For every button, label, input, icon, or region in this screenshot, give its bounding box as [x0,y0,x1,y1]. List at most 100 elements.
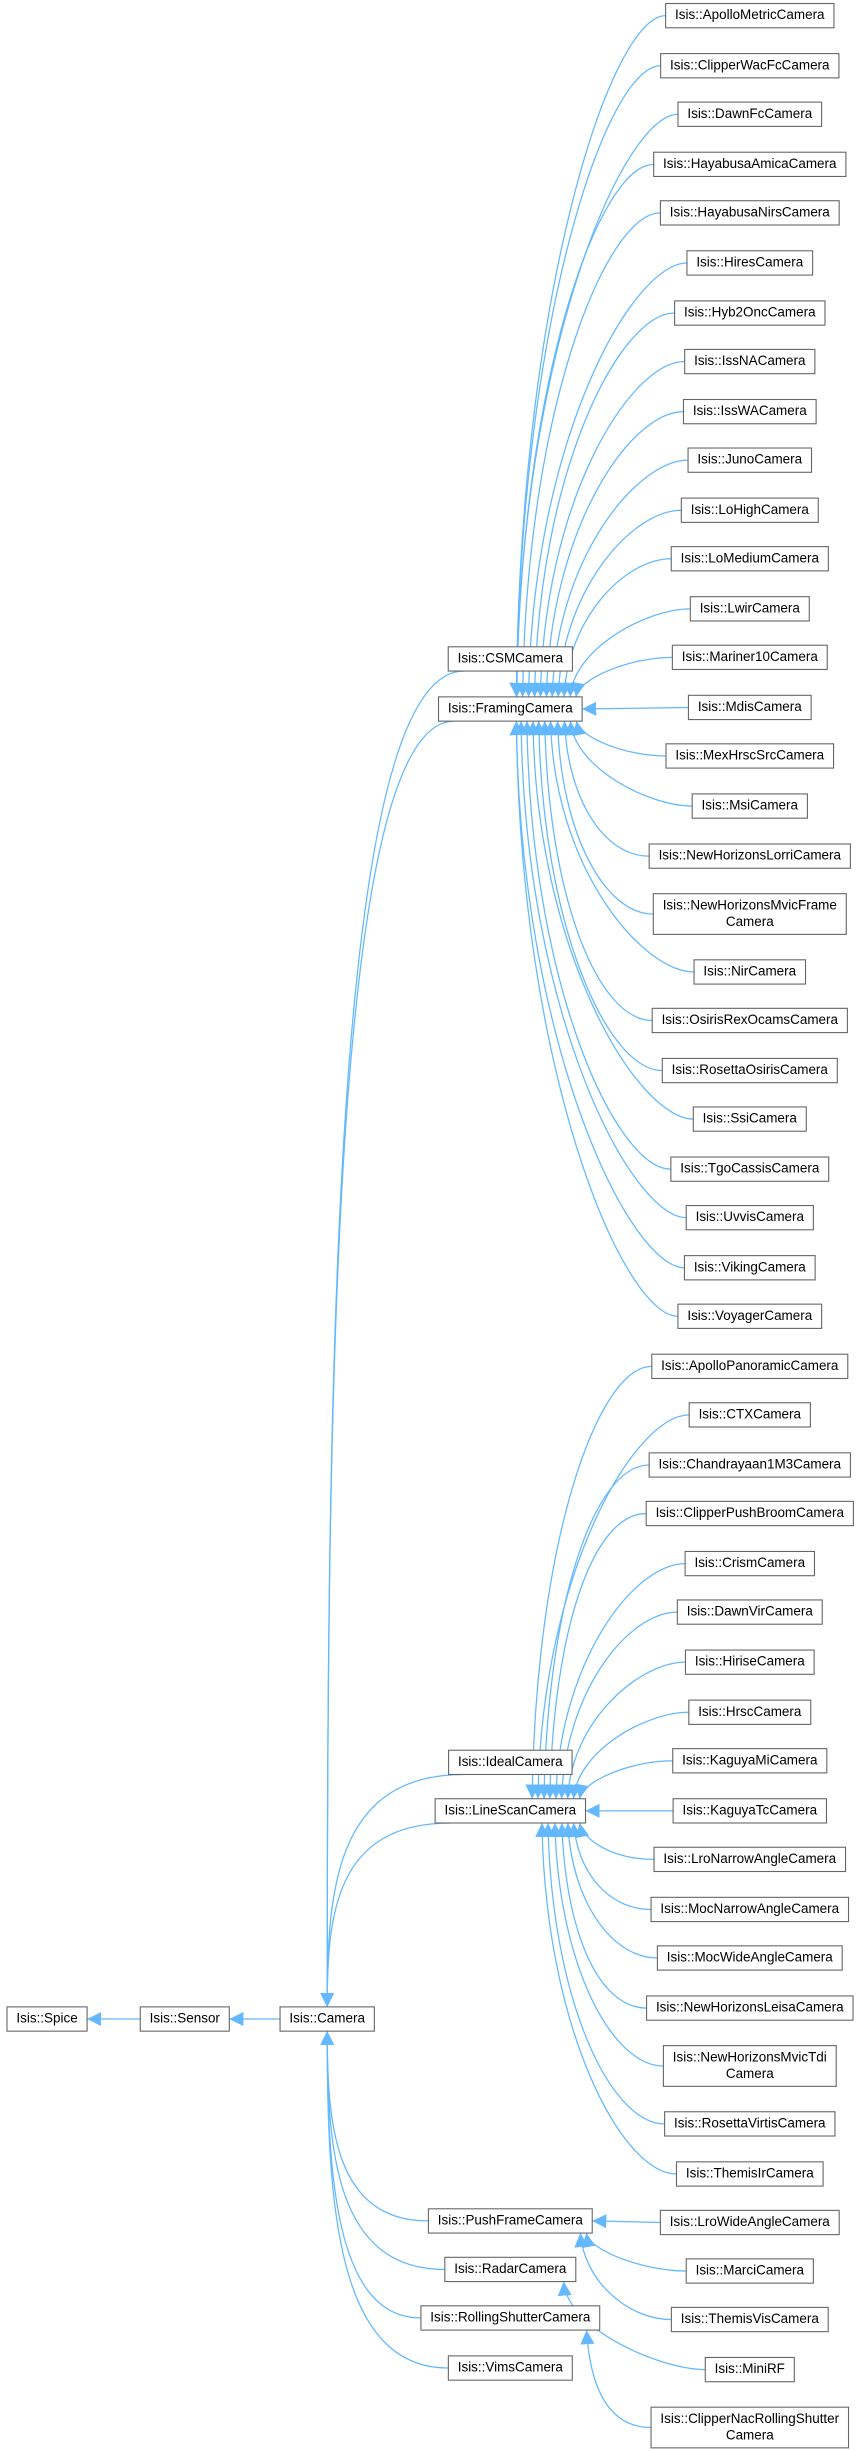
edges [87,15,706,2429]
class-label: Isis::NewHorizonsLorriCamera [659,848,842,863]
inheritance-edge [567,1711,689,1799]
class-label: Isis::Mariner10Camera [682,649,819,664]
class-box [420,2305,601,2331]
class-label: Isis::ClipperWacFcCamera [670,57,830,72]
class-box [447,2355,573,2381]
class-node: Isis::ApolloMetricCamera [665,2,835,29]
inheritance-edge [564,721,693,807]
class-label: Isis::JunoCamera [697,452,802,467]
class-box [662,2045,837,2087]
class-node: Isis::CTXCamera [688,1402,811,1428]
inheritance-edge [535,1822,677,2175]
class-box [664,2111,836,2137]
class-box [139,2006,230,2032]
class-node: Isis::ThemisVisCamera [670,2306,829,2333]
class-label: Isis::RollingShutterCamera [430,2310,591,2325]
inheritance-edge [580,2330,652,2429]
inheritance-edge [558,721,650,857]
class-box [672,1798,828,1824]
class-box [651,1007,848,1034]
class-label: Isis::KaguyaTcCamera [682,1802,817,1817]
class-box [689,596,810,622]
class-node: Isis::HrscCamera [688,1699,812,1725]
class-box [677,101,823,127]
class-label: Isis::MsiCamera [702,798,799,813]
class-box [427,2208,593,2234]
class-node: Isis::Spice [6,2006,88,2032]
class-node: Isis::HayabusaNirsCamera [659,200,840,226]
class-node: Isis::KaguyaTcCamera [672,1798,828,1824]
class-node: Isis::NewHorizonsLorriCamera [648,843,851,869]
inheritance-edge [567,1822,652,1911]
inheritance-edge [592,2214,661,2229]
class-label: Isis::ClipperNacRollingShutter [660,2411,839,2426]
class-node: Isis::ApolloPanoramicCamera [651,1353,849,1380]
class-box [685,1204,814,1231]
class-box [684,348,816,375]
class-label: Isis::NewHorizonsMvicTdi [673,2049,827,2064]
class-node: Isis::MiniRF [704,2356,795,2383]
inheritance-edge [509,15,666,697]
class-box [677,1303,823,1329]
class-node: Isis::ClipperWacFcCamera [660,53,840,79]
class-box [447,646,573,672]
class-box [687,694,812,721]
class-node: Isis::Camera [279,2006,375,2032]
class-node: Isis::VoyagerCamera [677,1303,823,1329]
class-node: Isis::NirCamera [693,959,807,985]
class-box [656,1945,843,1971]
class-node: Isis::RosettaOsirisCamera [661,1057,838,1084]
class-node: Isis::NewHorizonsLeisaCamera [646,1995,854,2021]
class-label: Isis::DawnFcCamera [687,106,812,121]
class-node: Isis::FramingCamera [437,696,583,722]
class-node: Isis::RadarCamera [444,2256,577,2283]
inheritance-edge [582,701,689,716]
inheritance-edge [564,608,691,697]
class-label: Isis::PushFrameCamera [438,2212,584,2227]
inheritance-edge [550,721,654,915]
class-box [648,843,851,869]
inheritance-edge [555,1611,678,1799]
class-box [688,1699,812,1725]
class-node: Isis::UvvisCamera [685,1204,814,1231]
class-node: Isis::HiriseCamera [684,1649,815,1675]
inheritance-edge [541,1822,665,2125]
class-label: Isis::ThemisVisCamera [681,2311,820,2326]
inheritance-edge [525,1365,652,1799]
inheritance-edge [581,2232,687,2272]
class-box [6,2006,88,2032]
inheritance-edge [527,312,675,697]
class-box [671,644,828,671]
class-label: Isis::UvvisCamera [696,1209,805,1224]
class-box [650,2406,850,2449]
class-label: Isis::CSMCamera [458,650,564,665]
class-box [653,1846,847,1873]
inheritance-edge [520,721,671,1170]
class-box [684,1649,815,1675]
inheritance-edge [571,656,673,698]
class-box [685,2258,814,2284]
inheritance-edge [572,720,667,757]
class-label: Isis::MexHrscSrcCamera [675,748,824,763]
inheritance-edge [531,721,663,1072]
class-node: Isis::MsiCamera [691,793,808,819]
class-box [676,1599,823,1625]
class-node: Isis::KaguyaMiCamera [672,1748,828,1774]
class-box [661,1057,838,1084]
inheritance-edge [320,2031,445,2271]
inheritance-edge [526,721,694,1120]
class-node: Isis::LroWideAngleCamera [659,2209,840,2236]
class-label: Isis::HiresCamera [696,255,803,270]
inheritance-edge [509,721,678,1317]
class-label: Isis::DawnVirCamera [687,1604,814,1619]
class-box [670,546,829,572]
class-label: Isis::MdisCamera [698,699,802,714]
class-box [684,1550,816,1577]
inheritance-edge [509,163,654,697]
class-label: Isis::HayabusaAmicaCamera [663,156,837,171]
inheritance-edge [561,1822,658,1959]
class-label: Isis::ClipperPushBroomCamera [656,1505,845,1520]
class-box [692,1106,807,1132]
